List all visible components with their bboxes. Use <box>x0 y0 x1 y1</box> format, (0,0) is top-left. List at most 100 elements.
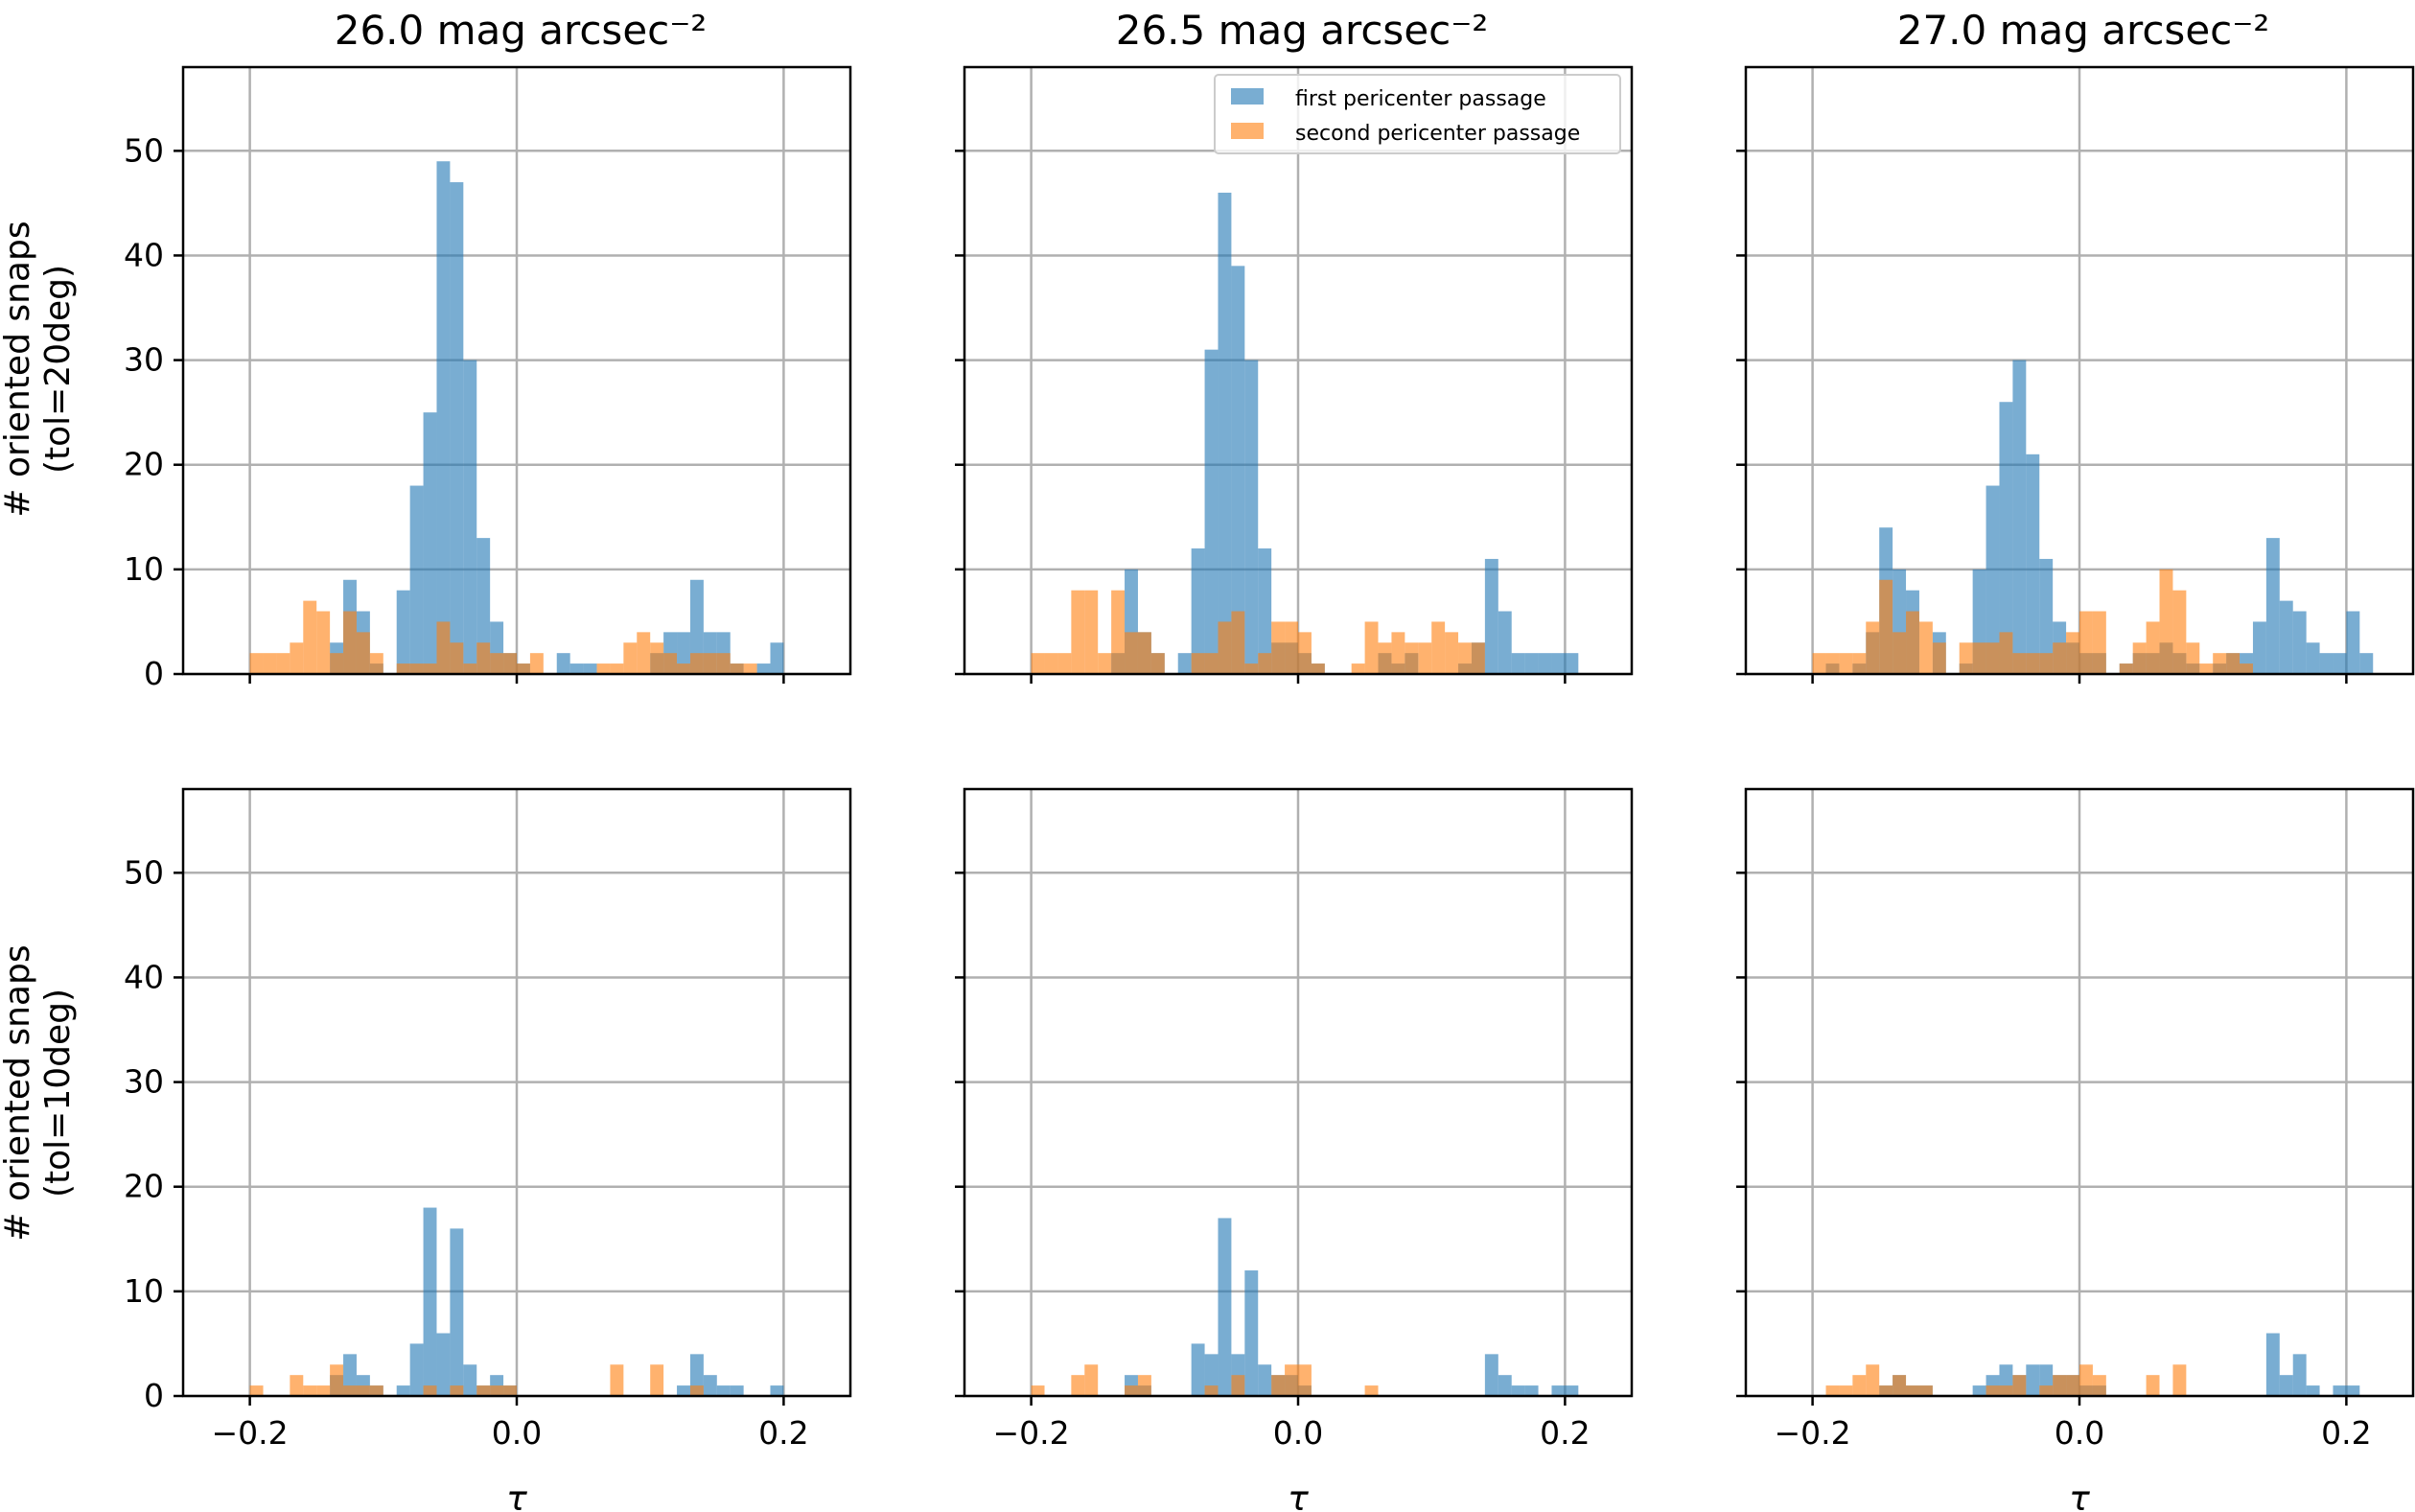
bar-second-r1c1-11 <box>409 663 424 674</box>
bar-first-r2c2-16 <box>1565 1385 1579 1396</box>
bar-first-r2c2-14 <box>1524 1385 1539 1396</box>
bar-second-r2c1-1 <box>290 1375 304 1396</box>
bar-first-r2c3-16 <box>2292 1354 2307 1396</box>
bar-first-r2c2-7 <box>1258 1364 1272 1396</box>
bar-second-r2c2-8 <box>1285 1364 1298 1396</box>
bar-second-r2c1-11 <box>490 1385 504 1396</box>
bar-first-r2c1-5 <box>409 1343 424 1396</box>
bar-second-r1c3-2 <box>1839 653 1853 674</box>
row-2-ylabel-line1: # oriented snaps <box>0 944 37 1241</box>
bar-second-r1c1-4 <box>303 600 317 674</box>
bar-second-r1c3-19 <box>2079 611 2093 674</box>
bar-first-r1c1-16 <box>583 663 597 674</box>
bar-second-r2c3-11 <box>2039 1385 2054 1396</box>
bar-second-r1c3-7 <box>1906 611 1919 674</box>
bar-second-r2c3-1 <box>1839 1385 1853 1396</box>
bar-first-r2c2-4 <box>1218 1218 1232 1396</box>
bar-first-r2c1-8 <box>450 1228 464 1396</box>
bar-second-r2c3-0 <box>1825 1385 1840 1396</box>
bar-second-r1c1-9 <box>369 653 383 674</box>
bar-first-r1c3-11 <box>2012 360 2027 674</box>
ytick-label-r2c1-2: 20 <box>124 1168 164 1205</box>
bar-second-r1c1-19 <box>517 663 530 674</box>
bar-second-r1c3-6 <box>1893 632 1907 674</box>
bar-second-r2c3-4 <box>1879 1385 1893 1396</box>
xtick-label-r2c2-1: 0.0 <box>1273 1414 1323 1452</box>
bar-second-r2c2-3 <box>1125 1385 1138 1396</box>
bar-first-r1c1-14 <box>556 653 570 674</box>
bar-first-r1c3-10 <box>1999 402 2013 674</box>
bar-second-r1c2-15 <box>1258 653 1272 674</box>
bar-second-r1c2-20 <box>1351 663 1365 674</box>
bar-second-r1c1-22 <box>610 663 624 674</box>
bar-first-r1c1-15 <box>569 663 584 674</box>
bar-first-r2c2-12 <box>1498 1375 1512 1396</box>
bar-second-r1c3-9 <box>1932 642 1946 674</box>
bar-second-r1c2-13 <box>1231 611 1245 674</box>
bar-second-r1c3-12 <box>1985 642 2000 674</box>
bar-first-r2c3-14 <box>2265 1333 2280 1396</box>
column-title-3: 27.0 mag arcsec⁻² <box>1897 7 2270 54</box>
bar-second-r1c1-18 <box>503 653 517 674</box>
row-1-ylabel-line1: # oriented snaps <box>0 221 37 517</box>
bar-second-r1c1-24 <box>637 632 651 674</box>
ytick-label-r1c1-3: 30 <box>124 341 164 379</box>
row-2-ylabel-line2: (tol=10deg) <box>38 989 78 1198</box>
bar-second-r1c3-16 <box>2039 653 2054 674</box>
bar-second-r1c2-8 <box>1137 632 1151 674</box>
bar-first-r1c2-10 <box>1258 548 1272 674</box>
xtick-label-r2c3-0: −0.2 <box>1775 1414 1851 1452</box>
bar-second-r1c1-23 <box>623 642 638 674</box>
bar-first-r1c1-8 <box>450 182 464 674</box>
xtick-label-r2c1-1: 0.0 <box>492 1414 542 1452</box>
bar-second-r1c3-25 <box>2172 590 2187 674</box>
bar-second-r2c2-7 <box>1271 1375 1286 1396</box>
bar-first-r2c3-17 <box>2306 1385 2320 1396</box>
bar-second-r1c1-12 <box>423 663 437 674</box>
bar-second-r1c3-29 <box>2226 653 2241 674</box>
bar-second-r1c1-14 <box>450 642 464 674</box>
bar-first-r1c2-9 <box>1244 360 1259 674</box>
bar-first-r2c1-17 <box>730 1385 744 1396</box>
bar-first-r2c3-4 <box>1972 1385 1986 1396</box>
bar-second-r2c3-17 <box>2172 1364 2187 1396</box>
bar-first-r1c1-25 <box>770 642 784 674</box>
bar-second-r2c3-15 <box>2092 1375 2106 1396</box>
bar-second-r2c1-2 <box>303 1385 317 1396</box>
bar-second-r2c3-16 <box>2146 1375 2160 1396</box>
legend-label-second: second pericenter passage <box>1295 122 1580 146</box>
bar-first-r2c1-13 <box>677 1385 690 1396</box>
bar-second-r2c2-0 <box>1031 1385 1045 1396</box>
legend-swatch-first <box>1231 88 1264 105</box>
bar-second-r1c2-5 <box>1098 653 1112 674</box>
row-1-ylabel-line2: (tol=20deg) <box>38 265 78 474</box>
ytick-label-r2c1-0: 0 <box>144 1377 164 1414</box>
bar-second-r1c1-1 <box>263 653 277 674</box>
bar-second-r2c1-3 <box>316 1385 331 1396</box>
bar-second-r1c1-0 <box>249 653 264 674</box>
bar-second-r1c3-27 <box>2199 663 2214 674</box>
bar-second-r2c1-9 <box>450 1385 464 1396</box>
bar-first-r1c3-35 <box>2359 653 2374 674</box>
bar-second-r1c1-25 <box>650 642 664 674</box>
bar-first-r1c3-13 <box>2039 558 2054 674</box>
bar-first-r1c2-6 <box>1204 349 1219 674</box>
bar-second-r1c2-26 <box>1431 621 1446 674</box>
bar-second-r2c3-3 <box>1866 1364 1880 1396</box>
bar-second-r1c1-5 <box>316 611 331 674</box>
bar-second-r1c2-28 <box>1458 642 1472 674</box>
legend-swatch-second <box>1231 123 1264 139</box>
bar-second-r1c3-28 <box>2213 653 2227 674</box>
bar-first-r1c1-5 <box>409 485 424 674</box>
ytick-label-r1c1-1: 10 <box>124 550 164 588</box>
bar-second-r2c1-0 <box>249 1385 264 1396</box>
ytick-label-r2c1-4: 40 <box>124 958 164 995</box>
bar-second-r1c3-26 <box>2186 642 2200 674</box>
x-axis-label-col-2: τ <box>1288 1479 1309 1512</box>
legend: first pericenter passage second pericent… <box>1214 74 1621 154</box>
column-title-2: 26.5 mag arcsec⁻² <box>1116 7 1489 54</box>
bar-first-r1c1-6 <box>423 412 437 674</box>
bar-first-r1c3-33 <box>2333 653 2347 674</box>
bar-first-r1c3-32 <box>2319 653 2334 674</box>
